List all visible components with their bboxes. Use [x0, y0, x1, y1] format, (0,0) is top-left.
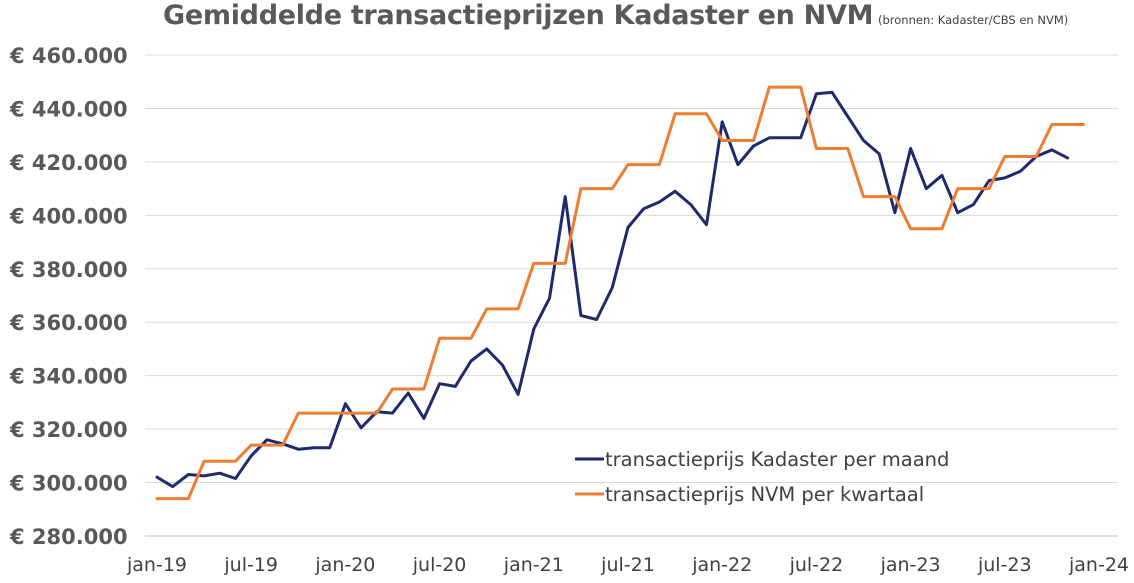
- x-tick-label: jul-20: [412, 554, 467, 576]
- y-tick-label: € 340.000: [9, 365, 128, 389]
- legend-label: transactieprijs Kadaster per maand: [605, 448, 949, 471]
- y-axis-ticks: € 280.000 € 300.000 € 320.000 € 340.000 € 36…: [9, 44, 128, 549]
- x-tick-label: jan-19: [126, 554, 187, 576]
- y-tick-label: € 380.000: [9, 258, 128, 282]
- series-line-kadaster: [155, 90, 1070, 489]
- y-tick-label: € 300.000: [9, 472, 128, 496]
- gridlines: [145, 54, 1118, 484]
- chart-title-block: Gemiddelde transactieprijzen Kadaster en…: [0, 0, 1134, 36]
- x-tick-label: jan-20: [314, 554, 375, 576]
- x-tick-label: jul-22: [789, 554, 844, 576]
- chart-title: Gemiddelde transactieprijzen Kadaster en…: [163, 0, 874, 31]
- y-tick-label: € 420.000: [9, 151, 128, 175]
- x-tick-label: jan-21: [503, 554, 564, 576]
- x-tick-label: jul-21: [600, 554, 655, 576]
- x-tick-label: jan-23: [880, 554, 941, 576]
- y-tick-label: € 400.000: [9, 204, 128, 228]
- y-tick-label: € 460.000: [9, 44, 128, 68]
- series-line-nvm: [155, 85, 1085, 501]
- y-tick-label: € 360.000: [9, 311, 128, 335]
- x-axis-ticks: jan-19 jul-19 jan-20 jul-20 jan-21 jul-21 jan-…: [126, 554, 1129, 576]
- series-lines: [155, 85, 1085, 501]
- chart-subtitle: (bronnen: Kadaster/CBS en NVM): [878, 13, 1069, 27]
- legend: transactieprijs Kadaster per maand transa…: [575, 448, 949, 506]
- legend-label: transactieprijs NVM per kwartaal: [605, 483, 924, 506]
- x-tick-label: jan-22: [691, 554, 752, 576]
- x-tick-label: jul-19: [223, 554, 278, 576]
- y-tick-label: € 320.000: [9, 418, 128, 442]
- y-tick-label: € 440.000: [9, 97, 128, 121]
- x-tick-label: jan-24: [1068, 554, 1129, 576]
- x-tick-label: jul-23: [977, 554, 1032, 576]
- y-tick-label: € 280.000: [9, 525, 128, 549]
